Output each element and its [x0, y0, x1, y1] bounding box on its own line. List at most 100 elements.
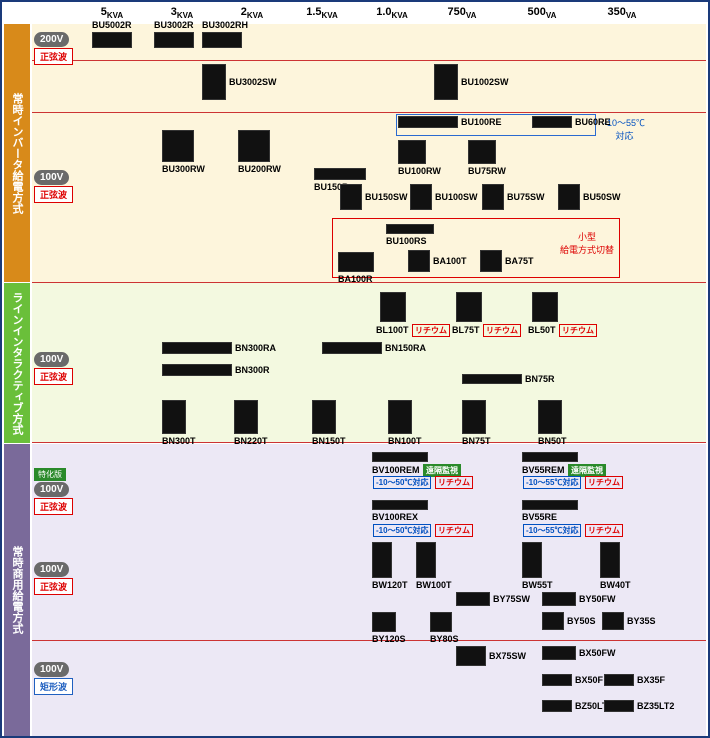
product-bu60re[interactable]: BU60RE: [532, 116, 572, 128]
product-bl75t[interactable]: BL75T リチウム: [456, 292, 482, 322]
product-image: [462, 374, 522, 384]
product-bv55rem[interactable]: BV55REM 遠隔監視-10〜55℃対応 リチウム: [522, 452, 578, 462]
product-label: BA75T: [505, 256, 534, 266]
product-bn75r[interactable]: BN75R: [462, 374, 522, 384]
product-image: [480, 250, 502, 272]
product-label: BN50T: [538, 436, 567, 446]
product-label: BW120T: [372, 580, 408, 590]
product-bn150t[interactable]: BN150T: [312, 400, 336, 434]
product-bu200rw[interactable]: BU200RW: [238, 130, 270, 162]
product-bu75sw[interactable]: BU75SW: [482, 184, 504, 210]
product-bn75t[interactable]: BN75T: [462, 400, 486, 434]
product-bu150r[interactable]: BU150R: [314, 168, 366, 180]
product-ba75t[interactable]: BA75T: [480, 250, 502, 272]
product-label: BL75T リチウム: [452, 324, 521, 337]
product-image: [532, 292, 558, 322]
product-bn300ra[interactable]: BN300RA: [162, 342, 232, 354]
product-label: BL50T リチウム: [528, 324, 597, 337]
product-by50fw[interactable]: BY50FW: [542, 592, 576, 606]
product-image: [532, 116, 572, 128]
product-bu1002sw[interactable]: BU1002SW: [434, 64, 458, 100]
product-bn150ra[interactable]: BN150RA: [322, 342, 382, 354]
product-ba100r[interactable]: BA100R: [338, 252, 374, 272]
product-bv55re[interactable]: BV55RE-10〜55℃対応 リチウム: [522, 500, 578, 510]
product-label: BL100T リチウム: [376, 324, 450, 337]
product-label: BY80S: [430, 634, 459, 644]
product-label: BU3002R: [154, 20, 194, 30]
product-image: [538, 400, 562, 434]
product-bx50f[interactable]: BX50F: [542, 674, 572, 686]
product-image: [92, 32, 132, 48]
product-bn50t[interactable]: BN50T: [538, 400, 562, 434]
product-bw55t[interactable]: BW55T: [522, 542, 542, 578]
product-label: BU300RW: [162, 164, 205, 174]
product-image: [542, 674, 572, 686]
product-bu300rw[interactable]: BU300RW: [162, 130, 194, 162]
product-by75sw[interactable]: BY75SW: [456, 592, 490, 606]
product-label: BV55RE: [522, 512, 557, 522]
product-bn220t[interactable]: BN220T: [234, 400, 258, 434]
product-bu3002r[interactable]: BU3002R: [154, 32, 194, 48]
product-ba100t[interactable]: BA100T: [408, 250, 430, 272]
product-image: [542, 700, 572, 712]
product-by50s[interactable]: BY50S: [542, 612, 564, 630]
product-label: BU100RS: [386, 236, 427, 246]
product-image: [162, 400, 186, 434]
product-bu100rs[interactable]: BU100RS: [386, 224, 434, 234]
product-image: [154, 32, 194, 48]
product-bu100sw[interactable]: BU100SW: [410, 184, 432, 210]
product-bn300t[interactable]: BN300T: [162, 400, 186, 434]
product-bu150sw[interactable]: BU150SW: [340, 184, 362, 210]
column-header: 2KVA: [222, 2, 282, 22]
product-bn300r[interactable]: BN300R: [162, 364, 232, 376]
product-bu3002rh[interactable]: BU3002RH: [202, 32, 242, 48]
product-bw40t[interactable]: BW40T: [600, 542, 620, 578]
product-bu50sw[interactable]: BU50SW: [558, 184, 580, 210]
product-by120s[interactable]: BY120S: [372, 612, 396, 632]
ups-product-chart: 5KVA3KVA2KVA1.5KVA1.0KVA750VA500VA350VA常…: [0, 0, 710, 738]
column-header: 5KVA: [82, 2, 142, 22]
section-label: 常時商用給電方式: [4, 444, 30, 736]
product-bz35lt2[interactable]: BZ35LT2: [604, 700, 634, 712]
product-image: [410, 184, 432, 210]
product-label: BN300T: [162, 436, 196, 446]
product-bx35f[interactable]: BX35F: [604, 674, 634, 686]
product-image: [398, 116, 458, 128]
product-by35s[interactable]: BY35S: [602, 612, 624, 630]
product-image: [408, 250, 430, 272]
product-bz50lt2[interactable]: BZ50LT2: [542, 700, 572, 712]
product-label: BX50FW: [579, 648, 616, 658]
product-by80s[interactable]: BY80S: [430, 612, 452, 632]
divider-line: [32, 442, 706, 443]
product-tags: -10〜50℃対応 リチウム: [372, 524, 473, 537]
product-label: BW55T: [522, 580, 553, 590]
product-bu5002r[interactable]: BU5002R: [92, 32, 132, 48]
product-label: BN300R: [235, 365, 270, 375]
column-header: 1.0KVA: [362, 2, 422, 22]
product-image: [604, 700, 634, 712]
product-image: [372, 500, 428, 510]
product-bv100rex[interactable]: BV100REX-10〜50℃対応 リチウム: [372, 500, 428, 510]
product-bv100rem[interactable]: BV100REM 遠隔監視-10〜50℃対応 リチウム: [372, 452, 428, 462]
product-image: [162, 342, 232, 354]
product-bx75sw[interactable]: BX75SW: [456, 646, 486, 666]
product-image: [602, 612, 624, 630]
product-bu75rw[interactable]: BU75RW: [468, 140, 496, 164]
section-label: 常時インバータ給電方式: [4, 24, 30, 282]
product-bl50t[interactable]: BL50T リチウム: [532, 292, 558, 322]
product-bw120t[interactable]: BW120T: [372, 542, 392, 578]
product-bl100t[interactable]: BL100T リチウム: [380, 292, 406, 322]
product-label: BU100SW: [435, 192, 478, 202]
product-bu3002sw[interactable]: BU3002SW: [202, 64, 226, 100]
product-image: [430, 612, 452, 632]
wave-badge: 正弦波: [34, 498, 73, 515]
product-tags: -10〜55℃対応 リチウム: [522, 524, 623, 537]
product-bw100t[interactable]: BW100T: [416, 542, 436, 578]
product-label: BU3002RH: [202, 20, 248, 30]
divider-line: [32, 640, 706, 641]
product-bu100re[interactable]: BU100RE: [398, 116, 458, 128]
product-bn100t[interactable]: BN100T: [388, 400, 412, 434]
product-bu100rw[interactable]: BU100RW: [398, 140, 426, 164]
product-image: [372, 452, 428, 462]
product-bx50fw[interactable]: BX50FW: [542, 646, 576, 660]
